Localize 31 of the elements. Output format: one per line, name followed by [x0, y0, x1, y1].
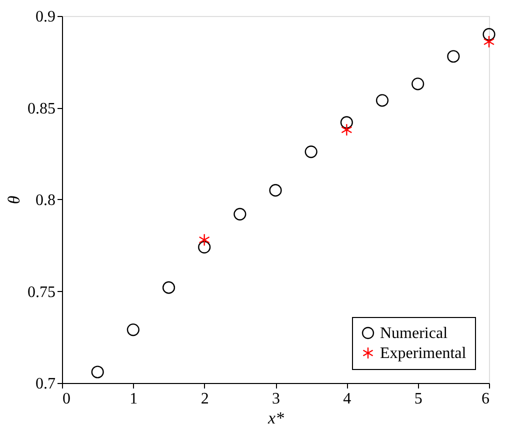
point [91, 366, 104, 378]
point [304, 146, 318, 158]
point [234, 208, 246, 220]
x-tick-label: 1 [130, 390, 138, 408]
x-axis-title: x* [266, 408, 285, 428]
point [376, 94, 389, 107]
point [412, 78, 424, 90]
point [198, 234, 210, 246]
point [482, 28, 496, 41]
y-axis-title: θ [4, 196, 24, 204]
point [341, 123, 352, 136]
y-tick-label: 0.9 [36, 8, 56, 26]
y-tick-label: 0.75 [28, 284, 56, 301]
point [447, 50, 460, 63]
x-tick-label: 0 [62, 390, 70, 408]
point [269, 184, 282, 197]
point [126, 323, 140, 336]
point [483, 35, 495, 48]
point [340, 116, 353, 129]
point [162, 281, 176, 294]
x-tick-label: 6 [482, 390, 490, 408]
x-tick-label: 5 [414, 390, 422, 408]
legend-label: Experimental [380, 345, 467, 362]
y-tick-label: 0.85 [28, 100, 56, 118]
y-tick-label: 0.8 [36, 192, 56, 209]
y-tick-label: 0.7 [36, 376, 56, 392]
x-tick-label: 3 [272, 390, 280, 408]
x-tick-label: 2 [200, 390, 209, 408]
legend-label: Numerical [380, 325, 448, 342]
point [198, 240, 211, 254]
x-tick-label: 4 [343, 390, 352, 408]
